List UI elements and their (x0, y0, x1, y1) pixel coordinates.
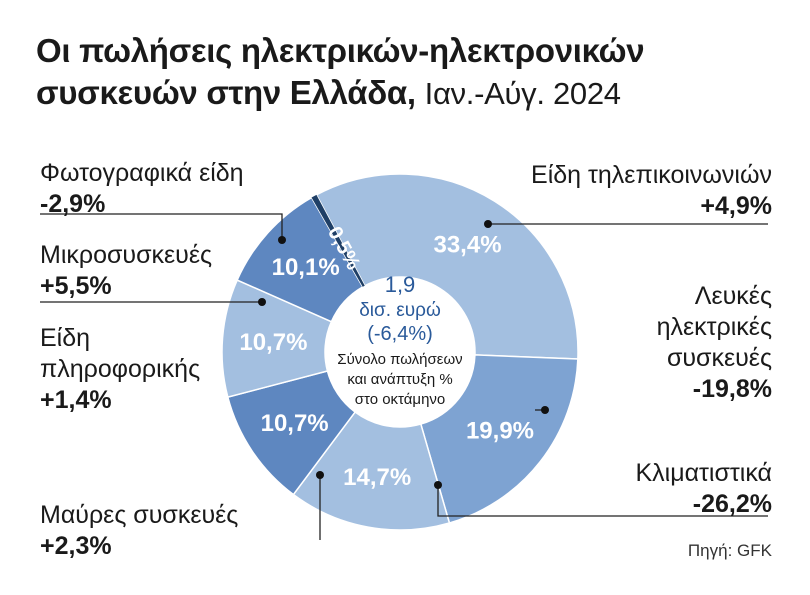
label-it-name: Είδη πληροφορικής (40, 324, 201, 383)
slice-value-telecom: 33,4% (433, 231, 501, 258)
label-air-conditioners-name: Κλιματιστικά (635, 459, 772, 487)
title-main: Οι πωλήσεις ηλεκτρικών-ηλεκτρονικών συσκ… (36, 32, 645, 111)
label-small-appliances: Μικροσυσκευές +5,5% (40, 240, 212, 302)
leader-dot-telecom (484, 220, 492, 228)
label-photo-change: -2,9% (40, 190, 106, 218)
label-small-appliances-name: Μικροσυσκευές (40, 241, 213, 269)
chart-title: Οι πωλήσεις ηλεκτρικών-ηλεκτρονικών συσκ… (36, 30, 776, 115)
slice-value-it: 10,7% (239, 329, 307, 356)
label-it-change: +1,4% (40, 386, 112, 414)
donut-hole (325, 277, 475, 427)
center-caption-1: Σύνολο πωλήσεων (337, 351, 462, 368)
leader-dot-white-appliances (541, 406, 549, 414)
slice-small-appliances (236, 196, 364, 323)
center-caption-2: και ανάπτυξη % (347, 371, 452, 388)
label-telecom-name: Είδη τηλεπικοινωνιών (531, 161, 772, 189)
source-note: Πηγή: GFK (687, 541, 772, 560)
leader-dot-small-appliances (258, 298, 266, 306)
label-telecom: Είδη τηλεπικοινωνιών +4,9% (531, 160, 772, 222)
label-photo-name: Φωτογραφικά είδη (40, 159, 244, 187)
slice-value-black-appliances: 10,7% (261, 410, 329, 437)
slice-value-air-conditioners: 14,7% (343, 464, 411, 491)
label-black-appliances-name: Μαύρες συσκευές (40, 501, 239, 529)
label-air-conditioners: Κλιματιστικά -26,2% (635, 458, 772, 520)
label-black-appliances-change: +2,3% (40, 532, 112, 560)
label-photo: Φωτογραφικά είδη -2,9% (40, 158, 244, 220)
label-white-appliances-change: -19,8% (692, 375, 772, 403)
label-white-appliances: Λευκές ηλεκτρικές συσκευές -19,8% (602, 281, 772, 405)
center-change: (-6,4%) (367, 323, 433, 345)
label-telecom-change: +4,9% (700, 192, 772, 220)
label-it: Είδη πληροφορικής +1,4% (40, 323, 230, 416)
center-total: 1,9 (385, 272, 416, 297)
title-period: Ιαν.-Αύγ. 2024 (424, 76, 621, 111)
leader-dot-photo (278, 236, 286, 244)
label-small-appliances-change: +5,5% (40, 272, 112, 300)
label-white-appliances-name: Λευκές ηλεκτρικές συσκευές (656, 282, 772, 372)
leader-dot-black-appliances (316, 471, 324, 479)
leader-line-photo (40, 213, 283, 240)
center-caption-3: στο οκτάμηνο (355, 391, 446, 408)
leader-line-air-conditioners (437, 485, 768, 517)
label-air-conditioners-change: -26,2% (692, 490, 772, 518)
slice-value-small-appliances: 10,1% (272, 254, 340, 281)
center-unit: δισ. ευρώ (359, 300, 441, 321)
leader-dot-air-conditioners (434, 481, 442, 489)
label-black-appliances: Μαύρες συσκευές +2,3% (40, 500, 238, 562)
slice-value-white-appliances: 19,9% (466, 417, 534, 444)
slice-photo (311, 194, 365, 287)
